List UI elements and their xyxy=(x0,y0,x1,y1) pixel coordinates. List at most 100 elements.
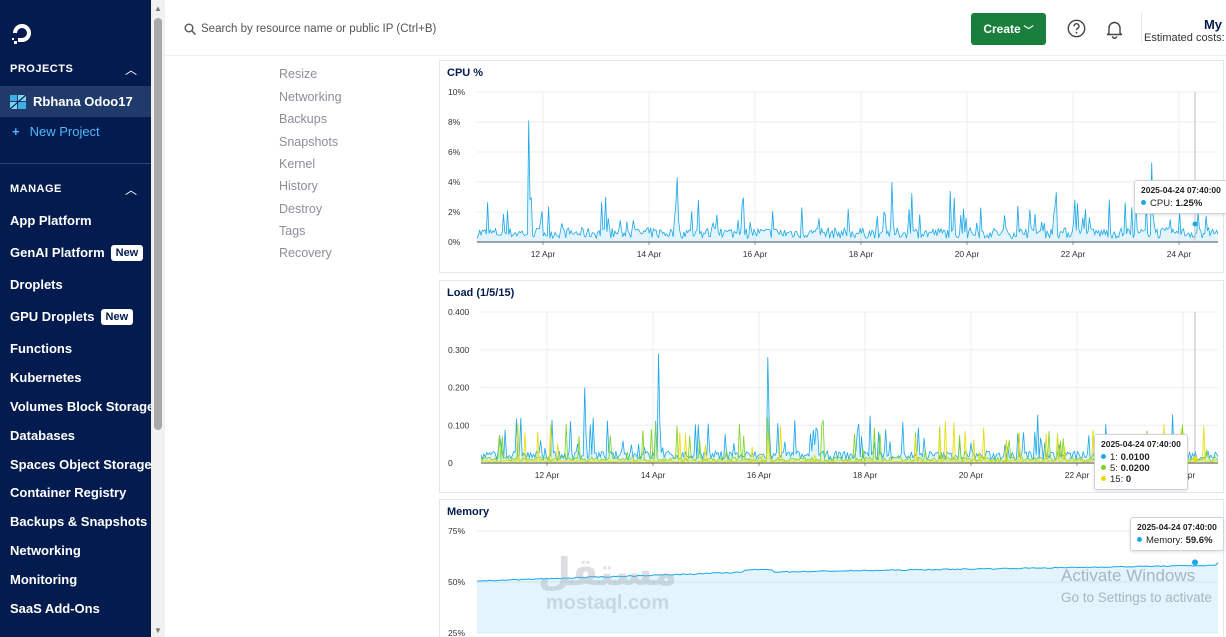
hover-point xyxy=(1192,221,1198,227)
load-tooltip: 2025-04-24 07:40:00 1: 0.0100 5: 0.0200 … xyxy=(1094,434,1188,490)
subnav-backups[interactable]: Backups xyxy=(279,112,327,126)
load-chart-panel: 0.400 0.300 0.200 0.100 0 12 Apr 14 Apr 16 Apr 1… xyxy=(439,280,1224,493)
y-tick-label: 2% xyxy=(448,207,461,217)
sidebar-item-label: GenAI Platform xyxy=(10,245,105,260)
tooltip-label: Memory: xyxy=(1146,535,1183,546)
tooltip-value: 59.6% xyxy=(1185,535,1213,546)
activate-title: Activate Windows xyxy=(1061,566,1196,585)
subnav-recovery[interactable]: Recovery xyxy=(279,246,332,260)
tooltip-row: CPU: 1.25% xyxy=(1141,198,1221,209)
sidebar-divider xyxy=(0,163,151,164)
sidebar-item-label: Kubernetes xyxy=(10,370,82,385)
x-tick-label: 20 Apr xyxy=(955,249,980,259)
scroll-up-icon[interactable]: ▲ xyxy=(154,4,162,13)
sidebar-item-label: Monitoring xyxy=(10,572,78,587)
memory-series-line xyxy=(477,562,1219,582)
tooltip-label: 15: xyxy=(1110,474,1124,485)
cpu-chart-panel: 10% 8% 6% 4% 2% 0% 12 Apr 14 Apr 16 Apr 18 Apr 20 … xyxy=(439,60,1226,274)
mostaql-watermark: مستقل mostaql.com xyxy=(538,552,677,615)
subnav-destroy[interactable]: Destroy xyxy=(279,202,323,216)
scroll-down-icon[interactable]: ▼ xyxy=(154,626,162,635)
watermark-arabic: مستقل xyxy=(538,550,677,594)
create-label: Create xyxy=(983,22,1021,36)
series-dot xyxy=(1101,465,1106,470)
activate-subtitle: Go to Settings to activate xyxy=(1061,590,1212,605)
sidebar-item-backups[interactable]: Backups & Snapshots xyxy=(10,514,147,529)
memory-series-area xyxy=(477,562,1218,633)
sidebar-item-monitoring[interactable]: Monitoring xyxy=(10,572,77,587)
subnav-networking[interactable]: Networking xyxy=(279,90,342,104)
cpu-chart[interactable]: 10% 8% 6% 4% 2% 0% 12 Apr 14 Apr 16 Apr 18 Apr 20 … xyxy=(440,61,1225,274)
account-name[interactable]: My xyxy=(1203,17,1222,32)
sidebar-item-container-registry[interactable]: Container Registry xyxy=(10,485,126,500)
cpu-chart-title: CPU % xyxy=(447,67,484,79)
sidebar-item-databases[interactable]: Databases xyxy=(10,428,75,443)
sidebar-item-app-platform[interactable]: App Platform xyxy=(10,213,92,228)
memory-chart[interactable]: 75% 50% 25% xyxy=(440,500,1225,637)
subnav-resize[interactable]: Resize xyxy=(279,67,318,81)
sidebar-item-gpu-droplets[interactable]: GPU Droplets New xyxy=(10,309,134,325)
series-dot xyxy=(1101,476,1106,481)
y-tick-label: 0 xyxy=(448,458,453,468)
estimated-costs: Estimated costs: xyxy=(1144,32,1225,44)
y-tick-label: 0.200 xyxy=(448,383,470,393)
sidebar-item-droplets[interactable]: Droplets xyxy=(10,277,63,292)
sidebar-item-spaces[interactable]: Spaces Object Storage xyxy=(10,457,151,472)
digitalocean-logo-icon[interactable] xyxy=(9,20,35,46)
sidebar-item-label: Droplets xyxy=(10,277,63,292)
bell-icon[interactable] xyxy=(1105,19,1124,39)
scroll-thumb[interactable] xyxy=(154,18,162,430)
new-project-link[interactable]: + New Project xyxy=(12,124,100,139)
chevron-up-icon[interactable]: ︿ xyxy=(124,183,137,197)
create-button[interactable]: Create ﹀ xyxy=(971,13,1046,45)
search-input[interactable] xyxy=(201,16,561,42)
hover-point xyxy=(1192,559,1198,566)
sidebar-project-item[interactable]: Rbhana Odoo17 xyxy=(0,86,151,117)
sidebar-item-functions[interactable]: Functions xyxy=(10,341,72,356)
x-tick-label: 12 Apr xyxy=(535,470,560,480)
tooltip-label: 1: xyxy=(1110,452,1118,463)
series-dot xyxy=(1141,200,1146,205)
y-tick-label: 50% xyxy=(448,577,465,587)
tooltip-value: 0.0200 xyxy=(1120,463,1150,474)
x-tick-label: 18 Apr xyxy=(853,470,878,480)
sidebar-item-volumes[interactable]: Volumes Block Storage xyxy=(10,399,151,414)
series-dot xyxy=(1101,454,1106,459)
sidebar-item-kubernetes[interactable]: Kubernetes xyxy=(10,370,82,385)
x-tick-label: 22 Apr xyxy=(1065,470,1090,480)
x-tick-label: 18 Apr xyxy=(849,249,874,259)
sidebar-item-saas-addons[interactable]: SaaS Add-Ons xyxy=(10,601,100,616)
tooltip-row: Memory: 59.6% xyxy=(1137,535,1217,546)
help-icon[interactable] xyxy=(1067,19,1086,38)
sidebar-item-label: Container Registry xyxy=(10,485,127,500)
sidebar-item-label: Networking xyxy=(10,543,81,558)
new-project-label: New Project xyxy=(29,124,100,139)
subnav-history[interactable]: History xyxy=(279,179,318,193)
x-tick-label: 16 Apr xyxy=(743,249,768,259)
x-tick-label: 14 Apr xyxy=(641,470,666,480)
sidebar-item-label: Functions xyxy=(10,341,73,356)
y-tick-label: 0.400 xyxy=(448,307,470,317)
tooltip-label: CPU: xyxy=(1150,198,1173,209)
sidebar-item-label: App Platform xyxy=(10,213,92,228)
load-chart-title: Load (1/5/15) xyxy=(447,287,515,299)
tooltip-row: 15: 0 xyxy=(1101,474,1181,485)
sidebar-scrollbar[interactable]: ▲ ▼ xyxy=(151,0,165,637)
y-tick-label: 0.100 xyxy=(448,420,470,430)
chevron-up-icon[interactable]: ︿ xyxy=(124,63,137,77)
chevron-down-icon: ﹀ xyxy=(1023,25,1034,37)
x-tick-label: 12 Apr xyxy=(531,249,556,259)
y-tick-label: 6% xyxy=(448,147,461,157)
tooltip-value: 1.25% xyxy=(1175,198,1203,209)
sidebar-item-genai-platform[interactable]: GenAI Platform New xyxy=(10,245,144,261)
watermark-domain: mostaql.com xyxy=(545,592,670,614)
y-tick-label: 4% xyxy=(448,177,461,187)
subnav-snapshots[interactable]: Snapshots xyxy=(279,135,339,149)
x-tick-label: 22 Apr xyxy=(1061,249,1086,259)
subnav-kernel[interactable]: Kernel xyxy=(279,157,316,171)
series-dot xyxy=(1137,537,1142,542)
y-tick-label: 0% xyxy=(448,237,461,247)
subnav-tags[interactable]: Tags xyxy=(279,224,306,238)
sidebar-item-networking[interactable]: Networking xyxy=(10,543,81,558)
